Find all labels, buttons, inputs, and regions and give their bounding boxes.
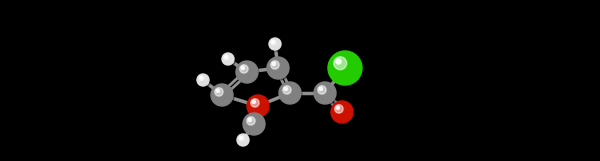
- Circle shape: [328, 51, 362, 85]
- Circle shape: [247, 117, 255, 125]
- Circle shape: [269, 59, 290, 80]
- Circle shape: [225, 56, 227, 58]
- Circle shape: [283, 86, 291, 94]
- Circle shape: [247, 95, 269, 117]
- Circle shape: [197, 74, 209, 86]
- Circle shape: [241, 66, 244, 69]
- Circle shape: [237, 134, 249, 146]
- Circle shape: [272, 41, 274, 43]
- Circle shape: [319, 87, 322, 90]
- Circle shape: [271, 40, 275, 45]
- Circle shape: [239, 136, 244, 141]
- Circle shape: [331, 101, 353, 123]
- Circle shape: [249, 97, 270, 118]
- Circle shape: [224, 55, 235, 66]
- Circle shape: [252, 100, 256, 104]
- Circle shape: [236, 61, 258, 83]
- Circle shape: [272, 62, 275, 66]
- Circle shape: [224, 55, 229, 60]
- Circle shape: [335, 105, 343, 113]
- Circle shape: [279, 82, 301, 104]
- Circle shape: [316, 84, 337, 105]
- Circle shape: [269, 38, 281, 50]
- Circle shape: [240, 137, 242, 139]
- Circle shape: [314, 82, 336, 104]
- Circle shape: [238, 63, 259, 84]
- Circle shape: [251, 99, 259, 107]
- Circle shape: [281, 84, 302, 105]
- Circle shape: [331, 53, 362, 86]
- Circle shape: [199, 76, 203, 81]
- Circle shape: [216, 89, 220, 92]
- Circle shape: [271, 40, 282, 51]
- Circle shape: [267, 57, 289, 79]
- Circle shape: [222, 53, 234, 65]
- Circle shape: [318, 86, 326, 94]
- Circle shape: [211, 84, 233, 106]
- Circle shape: [271, 61, 279, 69]
- Circle shape: [245, 115, 266, 136]
- Circle shape: [200, 77, 202, 79]
- Circle shape: [284, 87, 287, 90]
- Circle shape: [336, 106, 340, 109]
- Circle shape: [199, 76, 210, 87]
- Circle shape: [240, 65, 248, 73]
- Circle shape: [239, 136, 250, 147]
- Circle shape: [243, 113, 265, 135]
- Circle shape: [336, 59, 341, 64]
- Circle shape: [333, 103, 354, 124]
- Circle shape: [334, 57, 347, 70]
- Circle shape: [215, 88, 223, 96]
- Circle shape: [213, 86, 234, 107]
- Circle shape: [248, 118, 251, 121]
